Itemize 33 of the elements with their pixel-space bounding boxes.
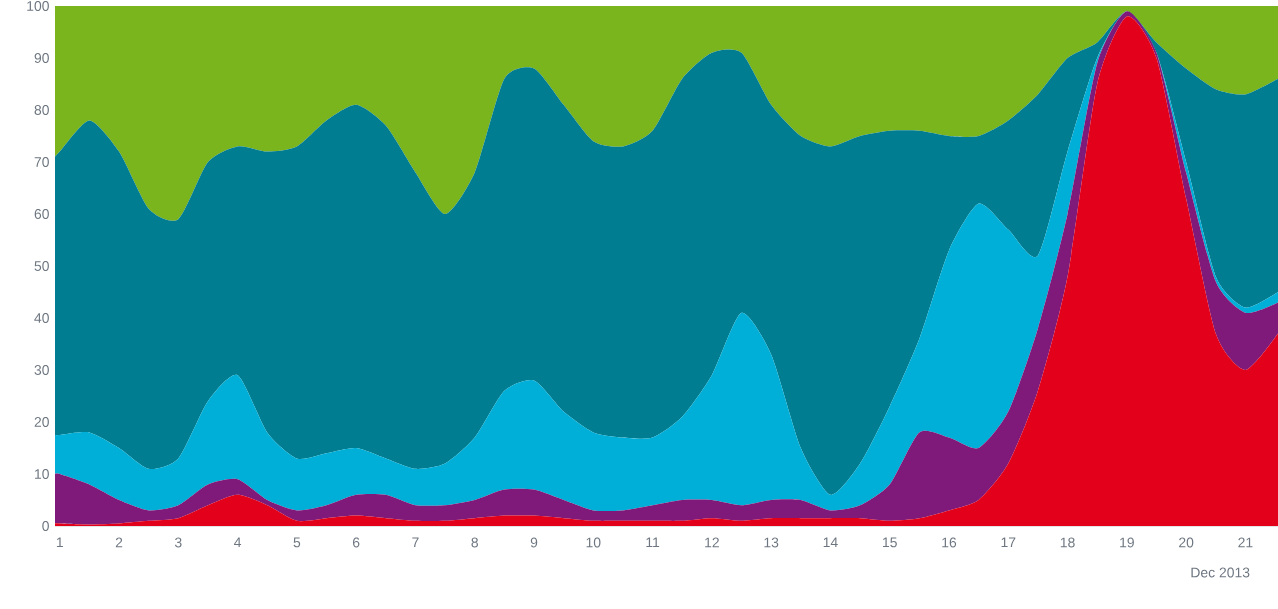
x-tick-label: 5 [293, 537, 301, 548]
x-tick-label: 16 [942, 537, 957, 548]
x-tick-label: 15 [883, 537, 897, 548]
y-tick-label: 20 [34, 417, 49, 427]
x-tick-label: 20 [1179, 537, 1194, 548]
x-tick-label: 7 [412, 537, 419, 548]
x-tick-label: 11 [646, 537, 660, 548]
x-tick-label: 1 [56, 537, 63, 548]
y-tick-label: 50 [34, 261, 49, 271]
x-tick-label: 13 [764, 537, 779, 548]
x-tick-label: 9 [530, 537, 538, 548]
x-tick-label: 19 [1120, 537, 1134, 548]
x-tick-label: 12 [705, 537, 719, 548]
y-tick-label: 10 [35, 469, 49, 479]
y-tick-label: 80 [34, 105, 49, 115]
y-tick-label: 40 [34, 313, 49, 323]
x-tick-label: 4 [234, 537, 242, 548]
y-tick-label: 0 [42, 521, 49, 531]
x-tick-label: 21 [1238, 537, 1253, 548]
x-tick-label: 10 [586, 537, 601, 548]
x-tick-label: 18 [1060, 537, 1075, 548]
y-tick-label: 70 [34, 157, 49, 167]
y-tick-label: 60 [34, 209, 49, 219]
x-tick-label: 17 [1001, 537, 1016, 548]
y-tick-label: 100 [27, 1, 49, 11]
y-tick-label: 90 [34, 53, 49, 63]
x-axis-title: Dec 2013 [1191, 567, 1250, 578]
x-tick-label: 8 [471, 537, 478, 548]
x-tick-label: 3 [174, 537, 182, 548]
y-tick-label: 30 [34, 365, 49, 375]
x-tick-label: 2 [115, 537, 123, 548]
x-tick-label: 14 [823, 537, 838, 548]
x-tick-label: 6 [352, 537, 360, 548]
